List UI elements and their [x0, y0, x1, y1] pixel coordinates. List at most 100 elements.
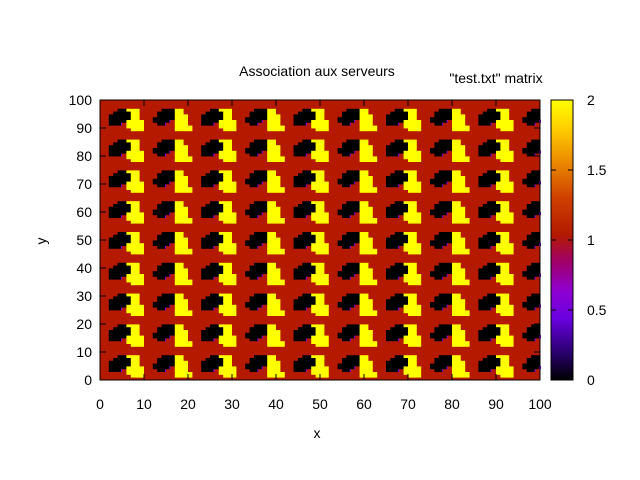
heatmap-cell — [183, 268, 189, 272]
heatmap-cell — [174, 318, 180, 322]
heatmap-cell — [135, 296, 140, 300]
heatmap-cell — [104, 139, 110, 143]
heatmap-cell — [161, 102, 167, 106]
heatmap-cell — [148, 318, 154, 322]
heatmap-cell — [108, 114, 114, 118]
heatmap-cell — [139, 226, 145, 230]
heatmap-cell — [205, 150, 211, 154]
heatmap-cell — [122, 206, 127, 210]
heatmap-cell — [148, 220, 154, 224]
heatmap-cell — [311, 310, 316, 314]
heatmap-cell — [223, 203, 228, 207]
heatmap-cell — [170, 200, 176, 204]
heatmap-cell — [126, 315, 132, 319]
heatmap-cell — [100, 312, 105, 316]
heatmap-cell — [293, 248, 299, 252]
heatmap-cell — [100, 175, 105, 179]
heatmap-cell — [232, 346, 237, 350]
heatmap-cell — [152, 366, 158, 370]
heatmap-cell — [262, 242, 268, 246]
heatmap-cell — [135, 200, 140, 204]
heatmap-cell — [100, 214, 105, 218]
heatmap-cell — [122, 343, 127, 347]
heatmap-cell — [214, 133, 220, 137]
heatmap-cell — [130, 133, 136, 137]
heatmap-cell — [100, 296, 105, 300]
heatmap-cell — [214, 290, 220, 294]
heatmap-cell — [223, 217, 228, 221]
heatmap-cell — [223, 363, 228, 367]
heatmap-cell — [280, 167, 286, 171]
heatmap-cell — [188, 186, 193, 190]
heatmap-cell — [201, 195, 206, 199]
heatmap-cell — [267, 329, 272, 333]
heatmap-cell — [108, 332, 114, 336]
heatmap-cell — [302, 172, 308, 176]
heatmap-cell — [223, 144, 228, 148]
heatmap-cell — [227, 198, 233, 202]
heatmap-cell — [218, 357, 224, 361]
heatmap-cell — [214, 195, 220, 199]
heatmap-cell — [284, 338, 290, 342]
heatmap-cell — [227, 335, 233, 339]
heatmap-cell — [183, 352, 189, 356]
heatmap-cell — [293, 158, 299, 162]
heatmap-cell — [117, 357, 123, 361]
heatmap-cell — [311, 374, 316, 378]
heatmap-cell — [284, 142, 290, 146]
heatmap-cell — [227, 304, 233, 308]
heatmap-cell — [311, 377, 316, 381]
heatmap-cell — [148, 248, 154, 252]
heatmap-cell — [254, 352, 259, 356]
heatmap-cell — [117, 282, 123, 286]
heatmap-cell — [306, 245, 312, 249]
heatmap-cell — [148, 259, 154, 263]
heatmap-cell — [113, 234, 118, 238]
heatmap-cell — [267, 144, 272, 148]
heatmap-cell — [108, 142, 114, 146]
heatmap-cell — [289, 371, 294, 375]
heatmap-cell — [210, 186, 215, 190]
heatmap-cell — [130, 158, 136, 162]
heatmap-cell — [227, 360, 233, 364]
heatmap-cell — [139, 100, 145, 104]
heatmap-cell — [302, 282, 308, 286]
heatmap-cell — [179, 366, 184, 370]
heatmap-cell — [258, 164, 264, 168]
heatmap-cell — [152, 181, 158, 185]
heatmap-cell — [144, 312, 149, 316]
heatmap-cell — [311, 150, 316, 154]
heatmap-cell — [218, 111, 224, 115]
heatmap-cell — [104, 147, 110, 151]
heatmap-cell — [144, 212, 149, 216]
heatmap-cell — [108, 262, 114, 266]
heatmap-cell — [130, 265, 136, 269]
heatmap-cell — [196, 371, 202, 375]
heatmap-cell — [276, 234, 281, 238]
heatmap-cell — [284, 170, 290, 174]
heatmap-cell — [122, 377, 127, 381]
heatmap-cell — [166, 119, 171, 123]
heatmap-cell — [201, 234, 206, 238]
heatmap-cell — [205, 206, 211, 210]
heatmap-cell — [306, 161, 312, 165]
heatmap-cell — [232, 158, 237, 162]
heatmap-cell — [135, 237, 140, 241]
heatmap-cell — [284, 139, 290, 143]
heatmap-cell — [170, 301, 176, 305]
heatmap-cell — [262, 156, 268, 160]
heatmap-cell — [174, 366, 180, 370]
heatmap-cell — [276, 136, 281, 140]
heatmap-cell — [306, 122, 312, 126]
heatmap-cell — [223, 150, 228, 154]
heatmap-cell — [240, 231, 246, 235]
heatmap-cell — [289, 296, 294, 300]
heatmap-cell — [302, 105, 308, 109]
heatmap-cell — [179, 245, 184, 249]
heatmap-cell — [311, 178, 316, 182]
heatmap-cell — [148, 377, 154, 381]
heatmap-cell — [130, 234, 136, 238]
heatmap-cell — [302, 310, 308, 314]
heatmap-cell — [174, 240, 180, 244]
heatmap-cell — [157, 310, 162, 314]
